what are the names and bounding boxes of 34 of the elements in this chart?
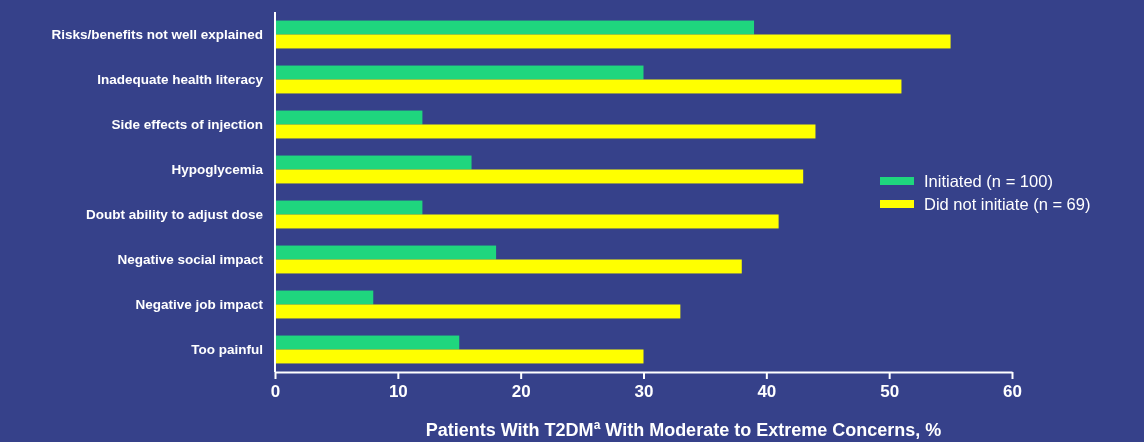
bar bbox=[275, 65, 644, 80]
bar bbox=[275, 349, 644, 364]
bar bbox=[275, 124, 816, 139]
x-tick-label: 0 bbox=[270, 382, 281, 402]
x-tick-label: 40 bbox=[757, 382, 777, 402]
y-tick-label: Negative job impact bbox=[135, 296, 264, 312]
y-tick-label: Doubt ability to adjust dose bbox=[85, 206, 264, 222]
y-tick-label: Inadequate health literacy bbox=[97, 71, 264, 87]
bar bbox=[275, 290, 374, 305]
x-tick-label: 20 bbox=[511, 382, 531, 402]
y-tick-label: Hypoglycemia bbox=[171, 161, 264, 177]
bar bbox=[275, 79, 902, 94]
bar bbox=[275, 200, 423, 215]
x-tick-label: 10 bbox=[388, 382, 408, 402]
legend-label: Initiated (n = 100) bbox=[924, 171, 1053, 190]
bar bbox=[275, 259, 742, 274]
bar bbox=[275, 34, 951, 49]
bar bbox=[275, 335, 460, 350]
y-tick-label: Too painful bbox=[191, 341, 263, 357]
bar bbox=[275, 169, 804, 184]
y-tick-label: Risks/benefits not well explained bbox=[51, 26, 263, 42]
x-tick-label: 50 bbox=[880, 382, 900, 402]
x-tick-label: 60 bbox=[1003, 382, 1022, 402]
x-axis-title: Patients With T2DM$^{a}$ With Moderate to Extreme Concerns, % bbox=[425, 418, 942, 440]
bar bbox=[275, 20, 755, 35]
bar bbox=[275, 304, 681, 319]
legend-label: Did not initiate (n = 69) bbox=[924, 194, 1091, 213]
bar bbox=[275, 155, 472, 170]
x-tick-label: 30 bbox=[634, 382, 654, 402]
bar bbox=[275, 214, 779, 229]
bar bbox=[275, 245, 497, 260]
y-tick-label: Negative social impact bbox=[117, 251, 264, 267]
bar bbox=[275, 110, 423, 125]
y-tick-label: Side effects of injection bbox=[111, 116, 263, 132]
